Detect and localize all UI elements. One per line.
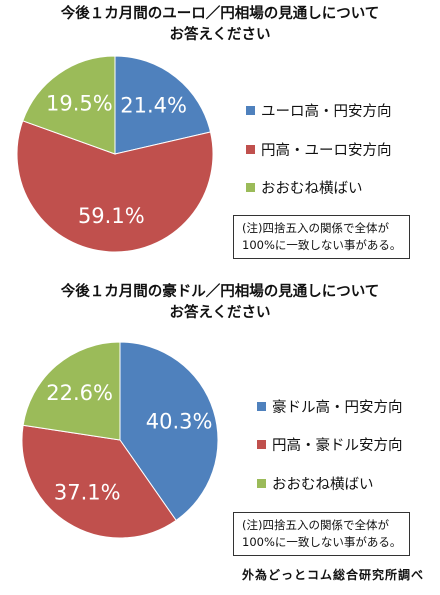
chart1-slice-0 [114, 55, 212, 155]
chart1-legend-swatch-0 [246, 106, 255, 115]
chart1-slice-1 [16, 120, 214, 253]
chart1-legend-item-2: おおむね横ばい [246, 177, 363, 198]
chart1-legend-swatch-1 [246, 145, 255, 154]
chart1-pie: 21.4% 59.1% 19.5% [16, 55, 214, 253]
chart1-note-line1: (注)四捨五入の関係で全体が [242, 221, 389, 235]
chart2-legend-label-2: おおむね横ばい [272, 477, 374, 493]
chart2-slice-0 [119, 341, 219, 522]
chart2-legend-label-0: 豪ドル高・円安方向 [272, 400, 403, 416]
chart2-note: (注)四捨五入の関係で全体が 100%に一致しない事がある。 [233, 512, 411, 556]
chart1-note: (注)四捨五入の関係で全体が 100%に一致しない事がある。 [233, 215, 411, 259]
chart1-title-line1: 今後１カ月間のユーロ／円相場の見通しについて [60, 6, 380, 22]
chart2-legend-swatch-2 [257, 479, 266, 488]
chart2-title-line1: 今後１カ月間の豪ドル／円相場の見通しについて [60, 284, 380, 300]
chart1-legend-swatch-2 [246, 183, 255, 192]
chart1-slice-2 [22, 55, 116, 155]
chart2-slice-2 [22, 341, 121, 441]
chart2-slice-label-2: 22.6% [46, 381, 113, 405]
chart2-legend-swatch-1 [257, 440, 266, 449]
chart2-pie: 40.3% 37.1% 22.6% [21, 341, 219, 539]
chart1-legend-label-2: おおむね横ばい [261, 181, 363, 197]
chart1-legend-item-1: 円高・ユーロ安方向 [246, 139, 392, 160]
source-credit: 外為どっとコム総合研究所調べ [241, 568, 424, 582]
chart2-note-line2: 100%に一致しない事がある。 [242, 535, 402, 549]
chart1-legend-label-0: ユーロ高・円安方向 [261, 104, 392, 120]
chart2-legend-item-0: 豪ドル高・円安方向 [257, 396, 403, 417]
chart2-note-line1: (注)四捨五入の関係で全体が [242, 518, 389, 532]
chart1-title-line2: お答えください [169, 27, 271, 43]
chart1-legend-item-0: ユーロ高・円安方向 [246, 100, 392, 121]
chart1-note-line2: 100%に一致しない事がある。 [242, 238, 402, 252]
chart2-title: 今後１カ月間の豪ドル／円相場の見通しについて お答えください [0, 282, 440, 324]
chart2-title-line2: お答えください [169, 305, 271, 321]
chart1-slice-label-2: 19.5% [46, 91, 113, 115]
chart2-legend-label-1: 円高・豪ドル安方向 [272, 438, 403, 454]
chart1-legend-label-1: 円高・ユーロ安方向 [261, 143, 392, 159]
chart2-legend-item-1: 円高・豪ドル安方向 [257, 434, 403, 455]
chart1-slice-label-1: 59.1% [78, 204, 145, 228]
chart2-slice-1 [21, 424, 177, 539]
chart2-slice-label-1: 37.1% [54, 481, 121, 505]
chart1-title: 今後１カ月間のユーロ／円相場の見通しについて お答えください [0, 4, 440, 46]
chart1-slice-label-0: 21.4% [120, 93, 187, 117]
chart2-legend-item-2: おおむね横ばい [257, 473, 374, 494]
chart2-slice-label-0: 40.3% [146, 409, 213, 433]
chart2-legend-swatch-0 [257, 402, 266, 411]
